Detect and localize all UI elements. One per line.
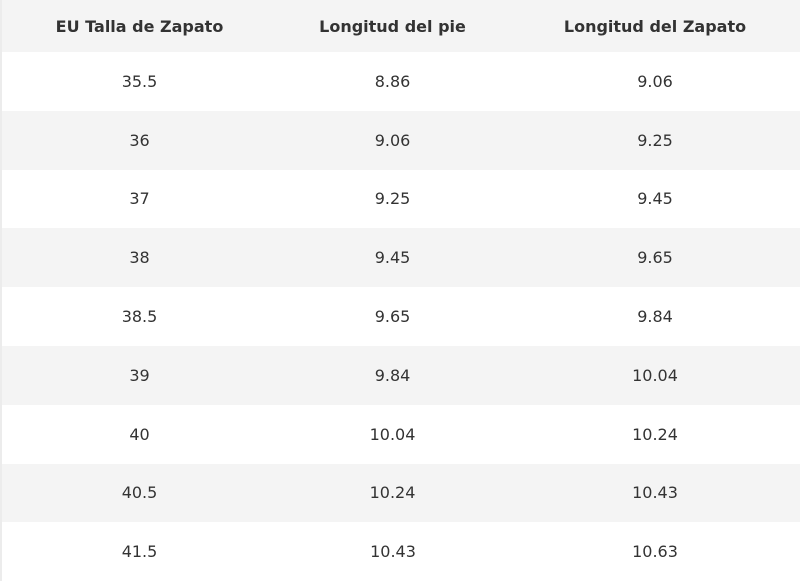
table-cell: 36 bbox=[1, 110, 277, 170]
table-cell: 40.5 bbox=[1, 463, 277, 523]
table-cell: 10.24 bbox=[632, 424, 678, 444]
table-cell: 10.63 bbox=[632, 542, 678, 562]
table-row: 35.5 8.86 9.06 bbox=[1, 52, 800, 111]
table-row: 40.5 10.24 10.43 bbox=[1, 463, 800, 523]
table-cell: 40 bbox=[129, 424, 150, 444]
table-cell: 10.24 bbox=[277, 463, 509, 523]
table-cell: 9.45 bbox=[277, 228, 509, 288]
table-cell: 9.06 bbox=[637, 71, 673, 91]
table-row: 36 9.06 9.25 bbox=[1, 110, 800, 170]
table-cell: 10.43 bbox=[509, 463, 800, 523]
table-row: 38.5 9.65 9.84 bbox=[1, 287, 800, 346]
table-cell: 9.84 bbox=[637, 307, 673, 327]
table-cell: 9.25 bbox=[374, 189, 411, 209]
table-cell: 8.86 bbox=[374, 71, 411, 91]
table-cell: 9.06 bbox=[277, 110, 509, 170]
header-row: EU Talla de Zapato Longitud del pie Longit… bbox=[1, 0, 800, 52]
table-cell: 39 bbox=[1, 345, 277, 405]
table-cell: 41.5 bbox=[121, 542, 158, 562]
table-cell: 9.65 bbox=[509, 228, 800, 288]
table-row: 39 9.84 10.04 bbox=[1, 345, 800, 405]
table-cell: 37 bbox=[129, 189, 150, 209]
table-cell: 9.45 bbox=[637, 189, 673, 209]
table-cell: 10.43 bbox=[370, 542, 416, 562]
header-cell: EU Talla de Zapato bbox=[1, 0, 277, 52]
table-row: 40 10.04 10.24 bbox=[1, 405, 800, 464]
table-cell: 9.65 bbox=[374, 307, 411, 327]
table-cell: 10.04 bbox=[369, 424, 416, 444]
table-header: EU Talla de Zapato Longitud del pie Longit… bbox=[1, 0, 800, 52]
table-cell: 38 bbox=[1, 228, 277, 288]
table-body: 35.5 8.86 9.06 36 9.06 9.25 37 9.25 9.45 38 9.45 9.… bbox=[1, 52, 800, 581]
table-cell: 35.5 bbox=[121, 71, 158, 91]
table-cell: 9.25 bbox=[509, 110, 800, 170]
table-cell: 38.5 bbox=[121, 307, 158, 327]
table-row: 41.5 10.43 10.63 bbox=[1, 522, 800, 581]
table-row: 37 9.25 9.45 bbox=[1, 170, 800, 229]
table-row: 38 9.45 9.65 bbox=[1, 228, 800, 288]
header-cell: Longitud del Zapato bbox=[509, 0, 800, 52]
header-cell: Longitud del pie bbox=[277, 0, 509, 52]
table-cell: 10.04 bbox=[509, 345, 800, 405]
table-cell: 9.84 bbox=[277, 345, 509, 405]
